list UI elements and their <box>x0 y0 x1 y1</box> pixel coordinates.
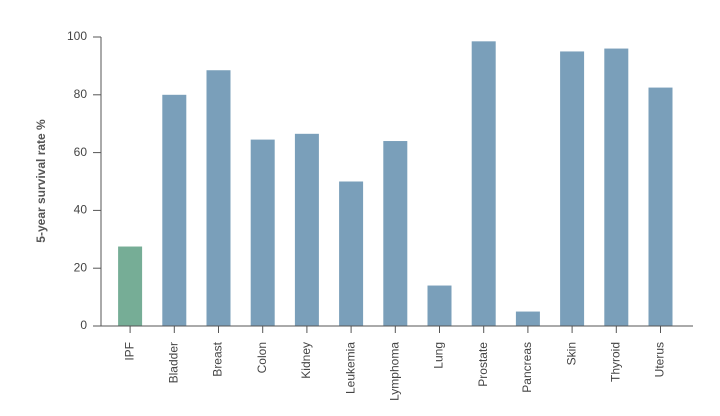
x-tick-label: Colon <box>255 342 269 373</box>
x-tick-label: Pancreas <box>520 342 534 393</box>
bar <box>294 133 319 326</box>
x-tick-label: Kidney <box>299 342 313 379</box>
y-tick-label: 100 <box>67 29 87 43</box>
y-tick-label: 0 <box>80 318 87 332</box>
x-tick-label: IPF <box>122 342 136 361</box>
y-axis-label: 5-year survival rate % <box>34 119 48 243</box>
x-tick-label: Uterus <box>653 342 667 377</box>
y-tick-label: 60 <box>74 145 88 159</box>
y-tick-label: 20 <box>74 260 88 274</box>
bar <box>118 246 143 326</box>
x-tick-label: Thyroid <box>608 342 622 382</box>
bar <box>162 94 187 326</box>
bar <box>427 285 452 326</box>
x-tick-label: Skin <box>564 342 578 365</box>
bar <box>648 87 673 326</box>
x-tick-label: Lymphoma <box>387 342 401 401</box>
bar <box>383 141 408 326</box>
x-tick-label: Prostate <box>476 342 490 387</box>
y-tick-label: 80 <box>74 87 88 101</box>
x-tick-label: Leukemia <box>343 342 357 394</box>
bar <box>206 70 231 326</box>
x-tick-label: Lung <box>432 342 446 369</box>
x-tick-label: Bladder <box>166 342 180 383</box>
bar <box>515 311 540 326</box>
bar <box>604 48 629 327</box>
y-tick-label: 40 <box>74 203 88 217</box>
bar <box>471 41 496 327</box>
x-tick-label: Breast <box>211 341 225 376</box>
bar <box>250 139 275 326</box>
bar <box>560 51 585 326</box>
bar <box>339 181 364 326</box>
